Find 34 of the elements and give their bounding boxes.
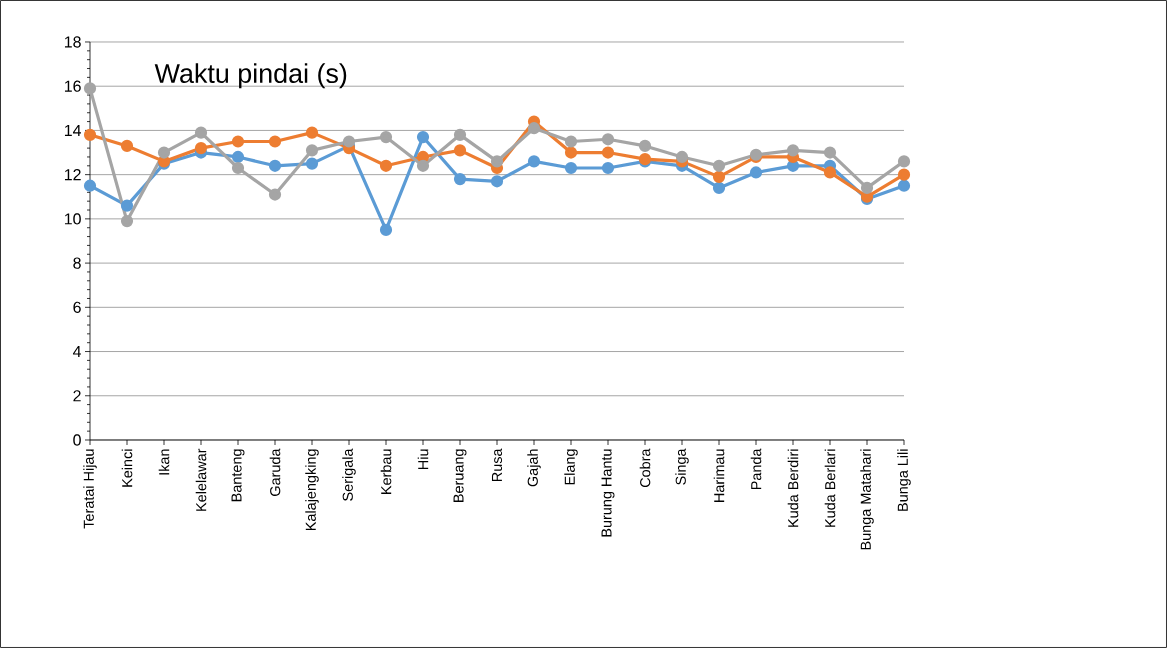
x-tick-label: Serigala [342,448,356,501]
x-tick-label: Elang [564,449,578,485]
x-tick-label: Keinci [121,449,133,487]
y-tick-label: 4 [72,346,82,358]
x-tick-label: Kelelawar [195,448,207,511]
y-tick-label: 6 [73,301,81,313]
y-tick-label: 16 [64,80,81,92]
x-tick-label: Ikan [158,449,170,475]
x-tick-label: Kuda Berdiri [787,449,799,527]
x-tick-label: Burung Hantu [601,449,615,537]
y-tick-label: 14 [64,124,82,136]
y-tick-label: 2 [73,390,81,402]
x-tick-label: Teratai Hijau [83,449,97,529]
x-tick-label: Singa [675,448,689,485]
x-tick-label: Cobra [639,448,651,488]
x-tick-label: Rusa [491,448,503,482]
x-tick-label: Kerbau [380,449,392,494]
y-tick-label: 10 [64,213,81,225]
x-tick-label: Beruang [453,449,467,502]
x-tick-label: Bunga Lili [897,449,911,511]
x-tick-label: Harimau [713,449,725,502]
y-tick-label: 18 [64,36,81,48]
x-tick-label: Kalajengking [305,449,319,531]
x-tick-label: Hiu [417,449,429,469]
x-tick-label: Banteng [231,449,245,502]
x-tick-label: Garuda [269,448,281,496]
x-tick-label: Gajah [527,449,541,487]
y-tick-label: 8 [73,257,81,269]
x-tick-label: Kuda Berlari [824,449,836,527]
y-tick-label: 12 [64,169,81,181]
text: Waktu pindai (s) [154,63,347,89]
x-tick-label: Bunga Matahari [860,449,874,550]
y-tick-label: 0 [73,434,81,446]
x-tick-label: Panda [750,448,762,490]
